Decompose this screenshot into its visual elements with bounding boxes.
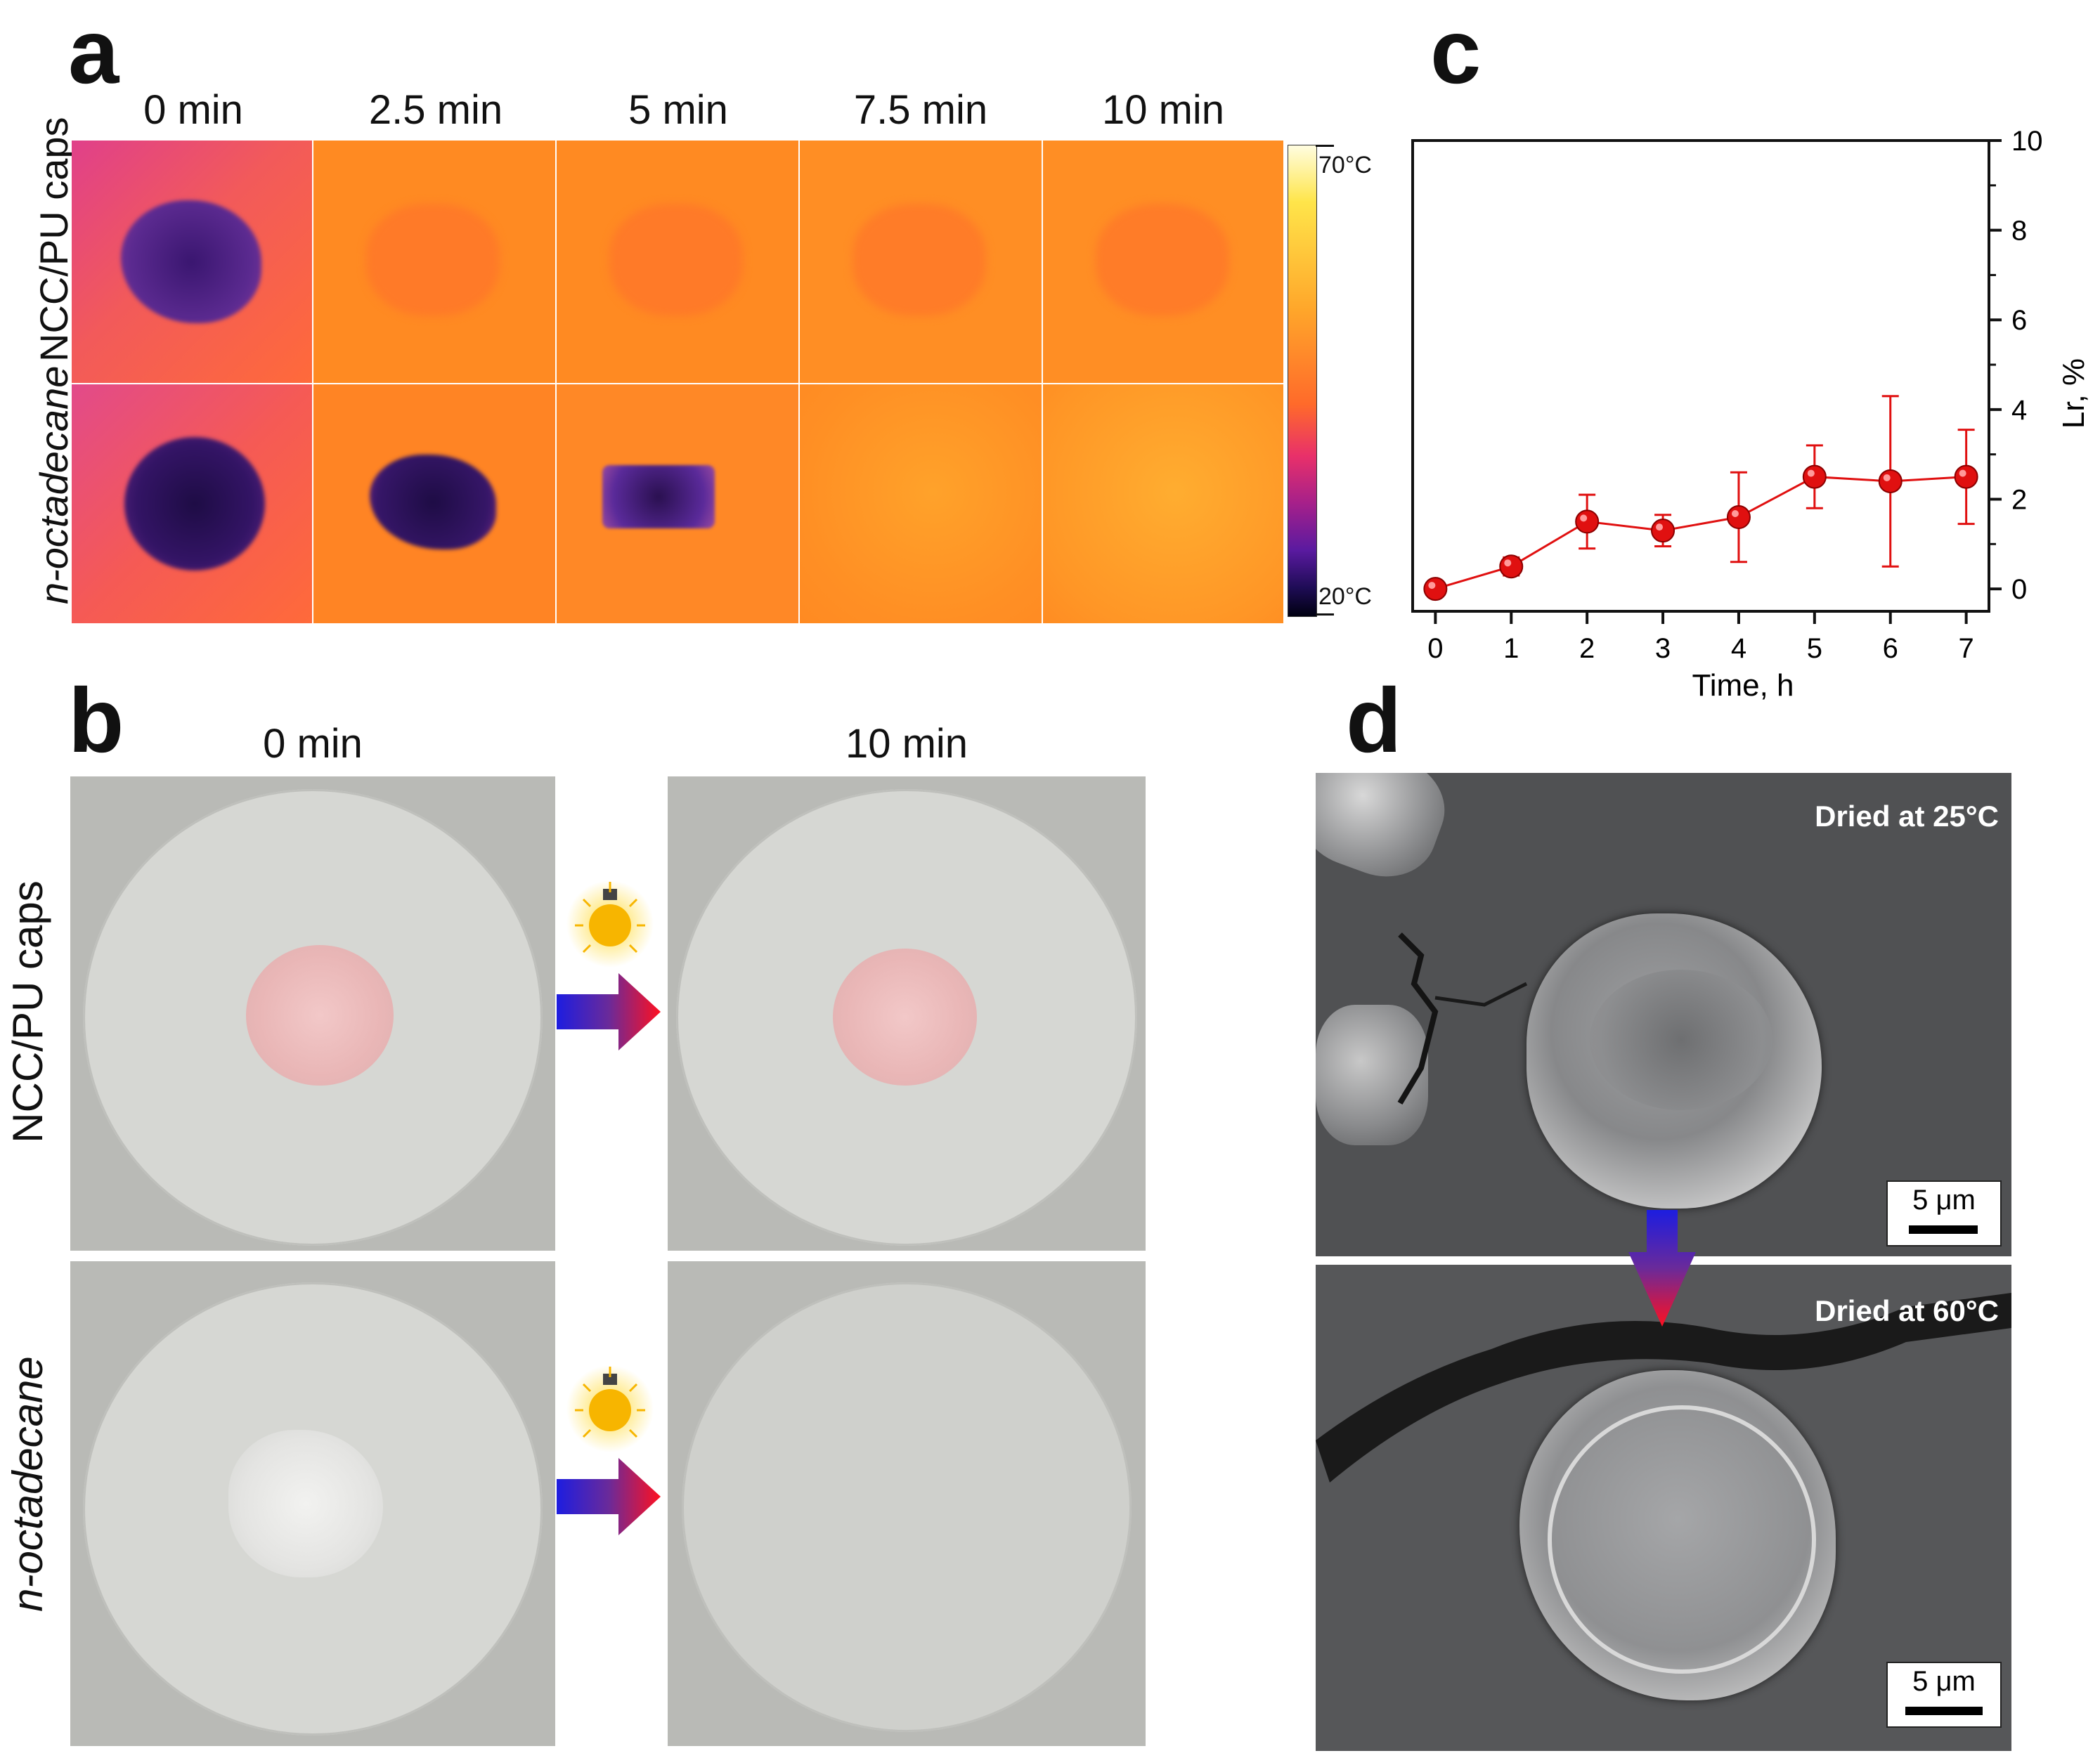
data-point-highlight	[1807, 469, 1815, 477]
x-tick-label: 4	[1731, 633, 1746, 664]
col-label-1: 2.5 min	[368, 87, 503, 133]
colorbar-tick-bottom	[1316, 613, 1334, 616]
x-tick-label: 7	[1959, 633, 1974, 664]
photo-oct-0min	[70, 1261, 555, 1746]
thermal-image-ncc-10min	[1043, 141, 1283, 383]
scalebar-top-line	[1909, 1225, 1978, 1234]
series-line	[1434, 476, 1966, 590]
data-point	[1423, 577, 1448, 601]
x-tick-label: 3	[1655, 633, 1671, 664]
y-tick-label: 2	[2011, 484, 2027, 515]
x-axis-label: Time, h	[1692, 668, 1794, 703]
x-tick-label: 2	[1579, 633, 1595, 664]
y-tick-label: 6	[2011, 305, 2027, 336]
panel-c-letter: c	[1430, 0, 1482, 103]
sem-label-25c: Dried at 25°C	[1815, 800, 1999, 833]
col-label-0: 0 min	[143, 87, 243, 133]
data-point-highlight	[1731, 510, 1739, 517]
thermal-image-oct-5min	[557, 384, 798, 623]
light-arrow-bottom	[557, 1365, 661, 1535]
thermal-image-oct-2-5min	[313, 384, 555, 623]
colorbar-max-label: 70°C	[1318, 152, 1372, 178]
col-label-3: 7.5 min	[853, 87, 988, 133]
panel-b-letter: b	[68, 669, 124, 771]
photo-ncc-0min	[70, 776, 555, 1251]
x-tick-label: 1	[1503, 633, 1519, 664]
b-col-label-0: 0 min	[263, 721, 363, 767]
data-point	[1878, 469, 1903, 493]
scalebar-top: 5 μm	[1886, 1180, 2002, 1246]
b-col-label-1: 10 min	[845, 721, 968, 767]
lightbulb-icon	[566, 1365, 654, 1452]
panel-c-chart: 0 2 4 6 8 10 0 1 2 3 4 5 6 7 Time, h Lr, %	[1411, 126, 2091, 703]
scalebar-bottom: 5 μm	[1886, 1662, 2002, 1728]
thermal-image-ncc-7-5min	[800, 141, 1042, 383]
y-tick-label: 8	[2011, 216, 2027, 247]
panel-d-letter: d	[1346, 669, 1402, 771]
thermal-image-oct-7-5min	[800, 384, 1042, 623]
data-series	[1423, 395, 1978, 601]
x-axis-ticks: 0 1 2 3 4 5 6 7	[1427, 611, 1974, 664]
thermal-image-oct-0min	[72, 384, 312, 623]
data-point-highlight	[1580, 514, 1588, 522]
y-axis-label: Lr, %	[2056, 358, 2091, 429]
photo-ncc-10min	[668, 776, 1146, 1251]
sample-pile	[833, 949, 977, 1086]
data-point	[1651, 519, 1676, 543]
lightbulb-icon	[566, 880, 654, 968]
thermal-image-ncc-5min	[557, 141, 798, 383]
data-point	[1575, 509, 1600, 534]
microcapsule	[1519, 1370, 1836, 1700]
row-label-ncc: NCC/PU caps	[32, 117, 76, 362]
thermal-image-ncc-0min	[72, 141, 312, 383]
data-point	[1726, 505, 1751, 529]
sem-image-25c: Dried at 25°C 5 μm	[1316, 773, 2011, 1256]
data-point	[1802, 464, 1827, 489]
col-label-4: 10 min	[1101, 87, 1225, 133]
data-point	[1954, 464, 1978, 489]
data-point	[1499, 554, 1524, 579]
scalebar-bottom-line	[1905, 1707, 1983, 1715]
data-point-highlight	[1959, 469, 1966, 477]
x-tick-label: 6	[1883, 633, 1898, 664]
heating-arrow-icon	[557, 973, 661, 1050]
y-tick-label: 0	[2011, 574, 2027, 605]
sample-pile	[228, 1430, 383, 1577]
heating-arrow-down-icon	[1628, 1210, 1696, 1327]
x-tick-label: 5	[1807, 633, 1822, 664]
scalebar-top-text: 5 μm	[1912, 1185, 1976, 1216]
y-tick-label: 10	[2011, 126, 2043, 157]
heating-arrow-icon	[557, 1458, 661, 1535]
b-row-label-octadecane: n-octadecane	[4, 1356, 51, 1612]
b-row-label-ncc: NCC/PU caps	[4, 880, 51, 1143]
data-point-highlight	[1883, 474, 1891, 481]
data-point-highlight	[1428, 582, 1436, 590]
scalebar-bottom-text: 5 μm	[1912, 1666, 1976, 1697]
data-point-highlight	[1504, 559, 1512, 567]
light-arrow-top	[557, 880, 661, 1050]
panel-a-letter: a	[68, 0, 119, 103]
colorbar-tick-top	[1316, 145, 1334, 147]
colorbar	[1288, 145, 1317, 617]
thermal-image-oct-10min	[1043, 384, 1283, 623]
thermal-image-ncc-2-5min	[313, 141, 555, 383]
row-label-octadecane: n-octadecane	[32, 365, 76, 604]
sem-label-60c: Dried at 60°C	[1815, 1294, 1999, 1327]
col-label-2: 5 min	[628, 87, 728, 133]
photo-oct-10min	[668, 1261, 1146, 1746]
sem-image-60c: Dried at 60°C 5 μm	[1316, 1265, 2011, 1751]
y-axis-ticks: 0 2 4 6 8 10	[1989, 126, 2043, 605]
sample-pile	[246, 945, 394, 1086]
x-tick-label: 0	[1427, 633, 1443, 664]
data-point-highlight	[1656, 523, 1664, 531]
microcapsule	[1527, 913, 1822, 1209]
colorbar-min-label: 20°C	[1318, 583, 1372, 610]
y-tick-label: 4	[2011, 395, 2027, 426]
chart-frame	[1411, 139, 1990, 613]
